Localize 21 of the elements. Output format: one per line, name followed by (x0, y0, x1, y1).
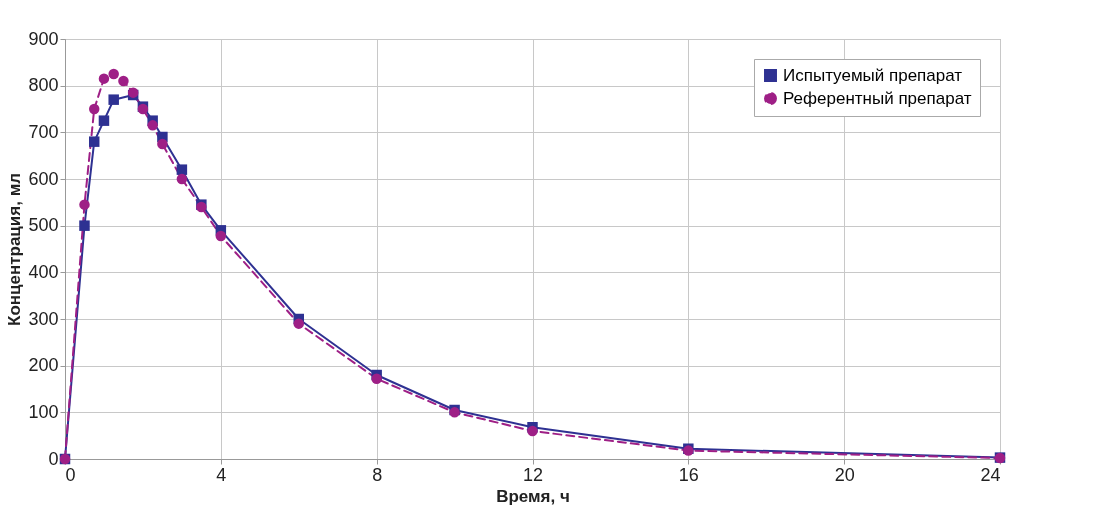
y-tick-label: 100 (28, 401, 59, 422)
x-tick-label: 12 (522, 464, 544, 485)
x-tick-label: 20 (834, 464, 855, 485)
y-tick-label: 200 (28, 355, 59, 376)
y-axis-title: Концентрация, мл (5, 172, 25, 327)
y-tick-label: 600 (28, 168, 59, 189)
y-tick-label: 500 (28, 215, 59, 236)
x-tick-label: 4 (216, 464, 227, 485)
y-tick-label: 300 (28, 308, 59, 329)
y-tick-label: 700 (28, 121, 59, 142)
x-tick-label: 0 (65, 464, 76, 485)
x-tick-label: 24 (980, 464, 1001, 485)
y-tick-label: 800 (28, 75, 59, 96)
x-axis-title: Время, ч (496, 486, 570, 506)
y-tick-label: 400 (28, 261, 59, 282)
x-tick-label: 8 (372, 464, 383, 485)
legend-label: Референтный препарат (783, 88, 972, 108)
y-tick-label: 900 (28, 28, 59, 49)
x-tick-label: 16 (678, 464, 699, 485)
legend-label: Испытуемый препарат (783, 65, 963, 85)
y-tick-label: 0 (48, 448, 59, 469)
